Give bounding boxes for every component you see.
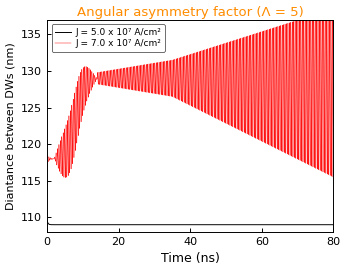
J = 7.0 x 10⁷ A/cm²: [45, 157, 49, 160]
J = 7.0 x 10⁷ A/cm²: [63, 176, 67, 179]
J = 5.0 x 10⁷ A/cm²: [238, 223, 242, 226]
Y-axis label: Diantance between DWs (nm): Diantance between DWs (nm): [6, 42, 16, 210]
J = 7.0 x 10⁷ A/cm²: [290, 29, 294, 33]
J = 5.0 x 10⁷ A/cm²: [331, 223, 336, 226]
J = 7.0 x 10⁷ A/cm²: [330, 8, 334, 11]
Line: J = 7.0 x 10⁷ A/cm²: J = 7.0 x 10⁷ A/cm²: [47, 9, 334, 178]
J = 5.0 x 10⁷ A/cm²: [176, 223, 180, 226]
J = 5.0 x 10⁷ A/cm²: [72, 223, 76, 226]
X-axis label: Time (ns): Time (ns): [161, 253, 220, 265]
J = 7.0 x 10⁷ A/cm²: [238, 125, 242, 128]
Title: Angular asymmetry factor (Λ = 5): Angular asymmetry factor (Λ = 5): [77, 6, 303, 18]
J = 5.0 x 10⁷ A/cm²: [51, 223, 55, 226]
J = 5.0 x 10⁷ A/cm²: [68, 223, 72, 226]
J = 7.0 x 10⁷ A/cm²: [220, 110, 225, 114]
J = 7.0 x 10⁷ A/cm²: [68, 111, 72, 114]
J = 5.0 x 10⁷ A/cm²: [290, 223, 294, 226]
J = 7.0 x 10⁷ A/cm²: [331, 84, 336, 87]
J = 5.0 x 10⁷ A/cm²: [45, 219, 49, 222]
Line: J = 5.0 x 10⁷ A/cm²: J = 5.0 x 10⁷ A/cm²: [47, 220, 334, 225]
J = 5.0 x 10⁷ A/cm²: [220, 223, 225, 226]
J = 7.0 x 10⁷ A/cm²: [176, 62, 180, 65]
Legend: J = 5.0 x 10⁷ A/cm², J = 7.0 x 10⁷ A/cm²: J = 5.0 x 10⁷ A/cm², J = 7.0 x 10⁷ A/cm²: [52, 24, 165, 52]
J = 7.0 x 10⁷ A/cm²: [72, 148, 76, 151]
